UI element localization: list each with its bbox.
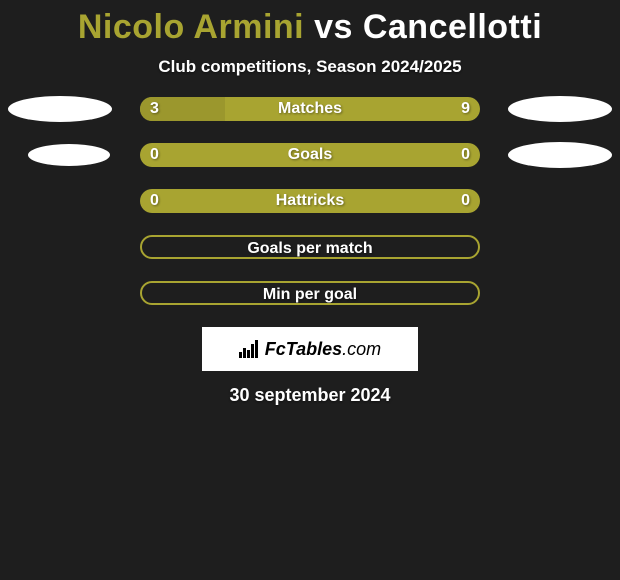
stat-label: Hattricks: [140, 189, 480, 213]
subtitle: Club competitions, Season 2024/2025: [0, 57, 620, 77]
stat-row: Goals0 0: [0, 143, 620, 167]
stat-value-right: 0: [461, 143, 470, 167]
stat-bar: Goals per match: [140, 235, 480, 259]
player2-ellipse-icon: [508, 96, 612, 122]
stat-label: Min per goal: [142, 283, 478, 305]
logo-box: FcTables.com: [202, 327, 418, 371]
comparison-infographic: Nicolo Armini vs Cancellotti Club compet…: [0, 0, 620, 580]
player2-ellipse-icon: [508, 142, 612, 168]
stat-label: Goals: [140, 143, 480, 167]
stat-label: Matches: [140, 97, 480, 121]
vs-text: vs: [314, 8, 353, 46]
stat-bar: Min per goal: [140, 281, 480, 305]
stat-value-left: 3: [150, 97, 159, 121]
date-text: 30 september 2024: [0, 385, 620, 406]
stat-bar: Goals0 0: [140, 143, 480, 167]
logo-text-bold: FcTables: [265, 339, 342, 359]
stat-row: Min per goal: [0, 281, 620, 305]
logo-text: FcTables.com: [265, 339, 381, 360]
stat-value-left: 0: [150, 189, 159, 213]
stat-bar: Hattricks0 0: [140, 189, 480, 213]
player2-name: Cancellotti: [363, 8, 542, 46]
page-title: Nicolo Armini vs Cancellotti: [0, 0, 620, 51]
stat-bar: Matches3 9: [140, 97, 480, 121]
stat-label: Goals per match: [142, 237, 478, 259]
stat-value-right: 0: [461, 189, 470, 213]
stat-row: Hattricks0 0: [0, 189, 620, 213]
stat-row: Matches3 9: [0, 97, 620, 121]
stat-value-right: 9: [461, 97, 470, 121]
chart-bars-icon: [239, 340, 258, 358]
stat-row: Goals per match: [0, 235, 620, 259]
stat-value-left: 0: [150, 143, 159, 167]
player1-ellipse-icon: [28, 144, 110, 166]
logo-text-thin: .com: [342, 339, 381, 359]
stat-rows: Matches39Goals00Hattricks00Goals per mat…: [0, 97, 620, 305]
player1-ellipse-icon: [8, 96, 112, 122]
player1-name: Nicolo Armini: [78, 8, 304, 46]
